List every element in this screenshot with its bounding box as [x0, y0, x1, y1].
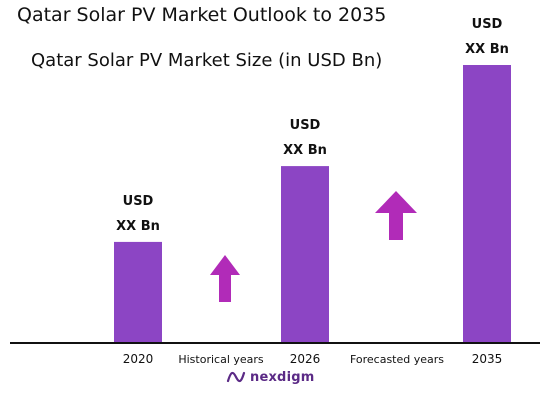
period-label-forecasted: Forecasted years [350, 353, 444, 366]
bar-2020 [114, 241, 162, 343]
growth-arrow-forecast [375, 191, 417, 240]
nexdigm-logo-icon [226, 371, 246, 383]
period-labels: Historical years Forecasted years [178, 353, 444, 366]
arrow-up-icon [210, 255, 240, 302]
logo-text: nexdigm [250, 369, 315, 385]
x-tick-2035: 2035 [472, 352, 503, 366]
bar-series: USD XX Bn USD XX Bn USD XX Bn [114, 17, 511, 343]
nexdigm-logo: nexdigm [226, 366, 314, 388]
growth-arrow-historical [210, 255, 240, 302]
x-tick-2026: 2026 [290, 352, 321, 366]
data-label-2020-line-2: XX Bn [116, 219, 160, 234]
x-axis-ticks: 2020 2026 2035 [123, 352, 503, 366]
data-label-2035-line-2: XX Bn [465, 42, 509, 57]
data-label-2035-line-1: USD [472, 17, 503, 32]
data-label-2026-line-2: XX Bn [283, 143, 327, 158]
bar-2035 [463, 65, 511, 343]
x-tick-2020: 2020 [123, 352, 154, 366]
bar-2026 [281, 166, 329, 343]
chart-title: Qatar Solar PV Market Outlook to 2035 [17, 4, 387, 26]
chart-subtitle: Qatar Solar PV Market Size (in USD Bn) [31, 50, 383, 71]
data-label-2026-line-1: USD [290, 118, 321, 133]
period-label-historical: Historical years [178, 353, 264, 366]
arrow-up-icon [375, 191, 417, 240]
data-label-2020-line-1: USD [123, 194, 154, 209]
